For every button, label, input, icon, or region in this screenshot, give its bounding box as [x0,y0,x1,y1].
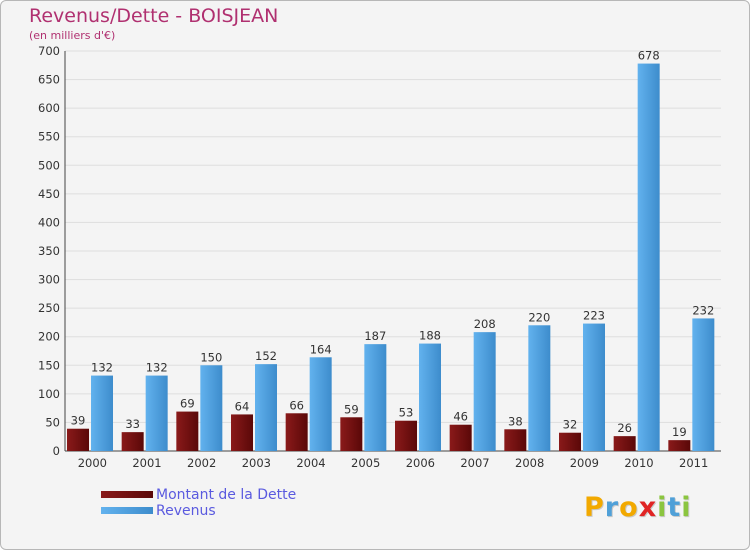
y-tick-label: 400 [38,215,60,229]
y-tick-label: 300 [38,273,60,287]
data-label-revenus-2010: 678 [638,49,660,63]
bar-revenus-2006 [419,343,441,451]
data-label-revenus-2002: 150 [200,350,222,364]
data-label-revenus-2004: 164 [310,342,332,356]
labels: 0 50 100 150 200 250 300 350 400 450 500 550 600 650 7… [38,44,714,470]
data-label-revenus-2003: 152 [255,349,277,363]
y-tick-label: 0 [53,444,60,458]
data-label-revenus-2008: 220 [528,310,550,324]
bar-dette-2007 [449,424,472,451]
y-tick-label: 600 [38,101,60,115]
bar-revenus-2001 [145,375,168,451]
data-label-dette-2010: 26 [617,421,632,435]
data-label-dette-2000: 39 [71,414,86,428]
logo-letter: i [657,492,668,523]
data-label-dette-2009: 32 [563,418,578,432]
data-label-dette-2006: 53 [399,406,414,420]
legend-swatch-revenus [101,507,153,514]
x-tick-label: 2010 [624,456,653,470]
y-tick-label: 50 [45,415,60,429]
x-tick-label: 2006 [406,456,435,470]
bar-dette-2010 [613,436,636,451]
logo-letter: o [619,492,639,523]
data-label-revenus-2006: 188 [419,329,441,343]
bar-revenus-2009 [583,323,605,451]
legend-swatch-dette [101,491,153,498]
y-tick-label: 250 [38,301,60,315]
grid-lines [65,50,721,452]
bars [67,63,715,451]
bar-revenus-2011 [692,318,715,451]
y-tick-label: 500 [38,158,60,172]
bar-dette-2011 [668,440,691,451]
bar-dette-2009 [559,432,581,451]
y-tick-label: 150 [38,358,60,372]
x-tick-label: 2003 [242,456,271,470]
data-label-dette-2011: 19 [672,425,687,439]
bar-revenus-2008 [528,325,551,451]
x-tick-label: 2005 [351,456,380,470]
data-label-dette-2005: 59 [344,402,359,416]
y-tick-label: 650 [38,73,60,87]
y-tick-label: 700 [38,44,60,58]
chart-subtitle: (en milliers d'€) [29,29,116,42]
data-label-dette-2001: 33 [125,417,140,431]
y-tick-label: 550 [38,130,60,144]
data-label-revenus-2005: 187 [364,329,386,343]
x-tick-label: 2004 [296,456,325,470]
x-tick-label: 2007 [460,456,489,470]
bar-revenus-2007 [473,332,496,451]
logo-letter: t [667,492,682,523]
logo-letter: i [681,492,692,523]
bar-dette-2003 [231,414,253,451]
logo-letter: x [638,492,658,523]
data-label-revenus-2000: 132 [91,361,113,375]
y-tick-label: 450 [38,187,60,201]
bar-dette-2001 [121,432,144,451]
logo-letter: P [584,492,605,523]
bar-revenus-2004 [309,357,332,451]
x-tick-label: 2001 [132,456,161,470]
x-tick-label: 2002 [187,456,216,470]
axes [64,51,721,452]
logo-letter: r [604,492,620,523]
proxiti-logo: Proxiti [584,492,692,523]
y-tick-label: 200 [38,330,60,344]
y-tick-label: 350 [38,244,60,258]
data-label-dette-2008: 38 [508,414,523,428]
bar-revenus-2005 [364,344,387,451]
data-label-dette-2007: 46 [453,410,468,424]
bar-dette-2006 [395,420,417,451]
chart-title: Revenus/Dette - BOISJEAN [29,5,279,27]
data-label-revenus-2007: 208 [474,317,496,331]
bar-revenus-2002 [200,365,223,451]
data-label-revenus-2011: 232 [692,303,714,317]
legend-label-revenus: Revenus [156,503,216,519]
data-label-dette-2003: 64 [235,399,250,413]
bar-dette-2000 [67,428,89,451]
bar-dette-2004 [285,413,308,451]
data-label-dette-2002: 69 [180,397,195,411]
y-tick-label: 100 [38,387,60,401]
legend-label-dette: Montant de la Dette [156,487,297,503]
x-tick-label: 2000 [78,456,107,470]
x-tick-label: 2009 [570,456,599,470]
bar-revenus-2003 [255,364,277,451]
data-label-revenus-2009: 223 [583,309,605,323]
bar-dette-2005 [340,417,363,451]
bar-dette-2002 [176,411,199,451]
x-tick-label: 2008 [515,456,544,470]
bar-revenus-2010 [637,63,660,451]
data-label-dette-2004: 66 [289,398,304,412]
x-tick-label: 2011 [679,456,708,470]
data-label-revenus-2001: 132 [146,361,168,375]
bar-revenus-2000 [91,375,113,451]
bar-dette-2008 [504,429,527,451]
